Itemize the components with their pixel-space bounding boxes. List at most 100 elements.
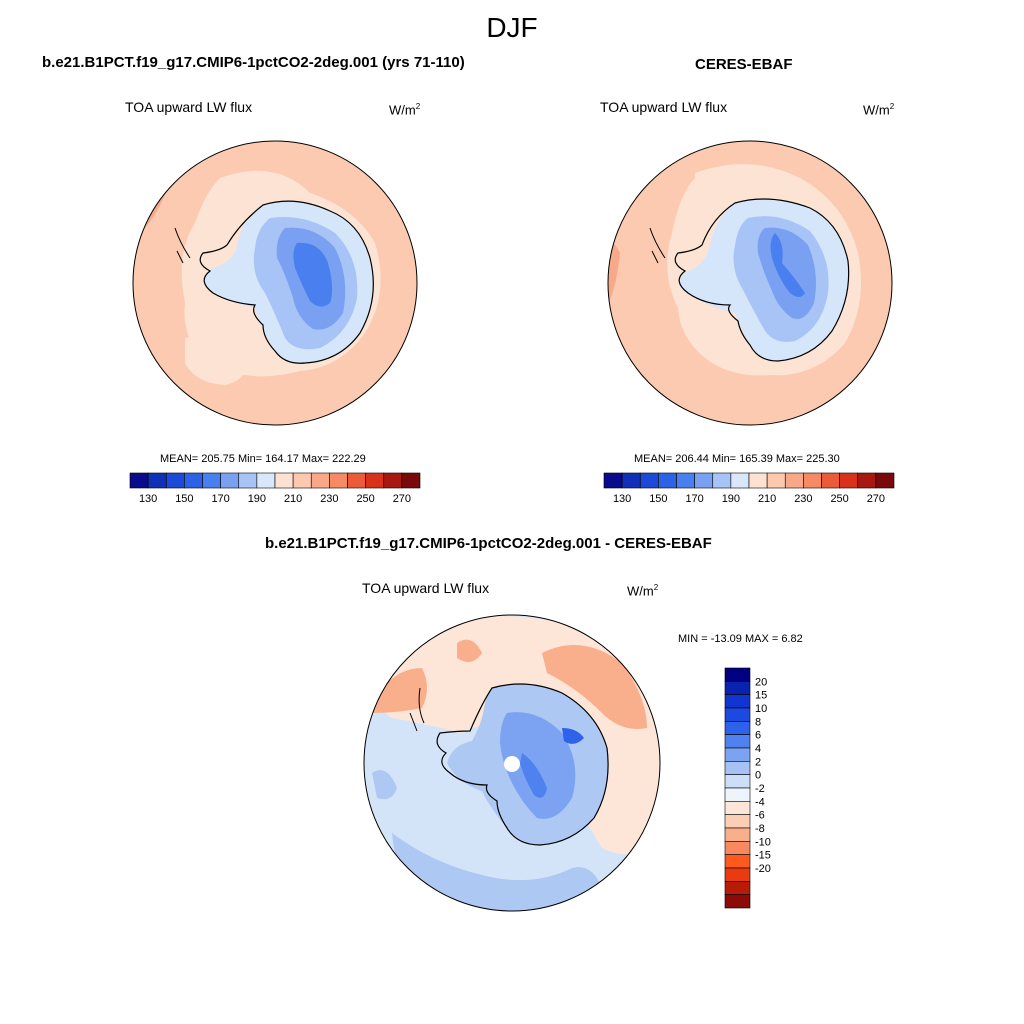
field-positive-strong: [457, 639, 482, 662]
colorbar-box: [724, 774, 751, 789]
colorbar-tick-label: 130: [139, 493, 157, 505]
colorbar-tick-label: 150: [175, 493, 193, 505]
colorbar-box: [724, 841, 751, 855]
panel-obs-colorbar: 130 150 170 190 210 230 250 270: [603, 472, 895, 505]
colorbar-tick-label: 15: [755, 690, 767, 702]
colorbar-box: [875, 472, 895, 489]
panel-obs-units: W/m2: [863, 102, 895, 118]
colorbar-box: [724, 801, 751, 815]
colorbar-tick-label: 10: [755, 703, 767, 715]
pole-hole: [504, 756, 520, 772]
colorbar-box: [766, 472, 786, 489]
colorbar-box: [621, 472, 641, 489]
colorbar-box: [238, 472, 258, 489]
colorbar-box: [724, 787, 751, 802]
colorbar-tick-label: 20: [755, 676, 767, 688]
colorbar-tick-label: 8: [755, 716, 761, 728]
panel-model-stats: MEAN= 205.75 Min= 164.17 Max= 222.29: [160, 453, 366, 465]
ocean-light-patch: [185, 334, 248, 385]
antarctic-coastline: [674, 198, 850, 362]
colorbar-box: [165, 472, 185, 489]
colorbar-tick-label: 2: [755, 756, 761, 768]
colorbar-box: [184, 472, 203, 489]
colorbar-tick-label: -6: [755, 810, 765, 822]
colorbar-box: [724, 894, 751, 909]
colorbar-tick-label: 210: [758, 493, 776, 505]
colorbar-tick-label: -10: [755, 836, 771, 848]
field-negative-mid: [392, 833, 602, 911]
colorbar-box: [724, 814, 751, 829]
colorbar-box: [784, 472, 804, 489]
colorbar-tick-label: 150: [649, 493, 667, 505]
colorbar-box: [821, 472, 840, 489]
colorbar-box: [329, 472, 348, 489]
colorbar-tick-label: 0: [755, 770, 761, 782]
map-border: [132, 140, 418, 426]
field-negative-mid: [372, 770, 397, 800]
colorbar-box: [724, 827, 751, 842]
colorbar-tick-label: 170: [685, 493, 703, 505]
colorbar-box: [730, 472, 750, 489]
colorbar-box: [365, 472, 385, 489]
colorbar-tick-label: -8: [755, 823, 765, 835]
colorbar-box: [724, 854, 751, 869]
ice-interior-3: [293, 242, 333, 307]
colorbar-box: [676, 472, 695, 489]
colorbar-tick-label: 250: [830, 493, 848, 505]
figure-title: DJF: [486, 12, 538, 43]
colorbar-tick-label: 130: [613, 493, 631, 505]
colorbar-box: [724, 667, 751, 682]
colorbar-tick-label: 270: [393, 493, 411, 505]
colorbar-tick-label: 270: [867, 493, 885, 505]
ocean-deep-left: [608, 239, 620, 313]
ice-negative-core: [500, 712, 576, 819]
ice-negative-strong: [562, 728, 584, 744]
colorbar-box: [724, 867, 751, 882]
colorbar-tick-label: -4: [755, 796, 765, 808]
colorbar-tick-label: -2: [755, 783, 765, 795]
antarctic-coastline: [436, 683, 609, 846]
colorbar-tick-label: 230: [320, 493, 338, 505]
colorbar-tick-label: 250: [356, 493, 374, 505]
ice-negative-strong: [520, 753, 547, 798]
antarctic-coastline: [199, 200, 374, 364]
panel-obs-map: [607, 140, 893, 426]
panel-obs-stats: MEAN= 206.44 Min= 165.39 Max= 225.30: [634, 453, 840, 465]
colorbar-tick-label: 6: [755, 730, 761, 742]
panel-obs-variable-label: TOA upward LW flux: [600, 99, 728, 115]
colorbar-box: [292, 472, 312, 489]
colorbar-box: [274, 472, 294, 489]
ice-interior-3: [770, 233, 805, 297]
colorbar-box: [839, 472, 859, 489]
colorbar-box: [724, 881, 751, 895]
colorbar-tick-label: 190: [722, 493, 740, 505]
colorbar-box: [724, 721, 751, 735]
peninsula-coast: [649, 227, 666, 264]
colorbar-box: [202, 472, 221, 489]
field-positive-strong: [542, 645, 647, 729]
colorbar-tick-label: -15: [755, 850, 771, 862]
colorbar-box: [748, 472, 768, 489]
colorbar-box: [347, 472, 366, 489]
colorbar-box: [310, 472, 330, 489]
panel-obs-title: CERES-EBAF: [695, 56, 793, 73]
colorbar-tick-label: 170: [211, 493, 229, 505]
colorbar-box: [724, 747, 751, 762]
colorbar-box: [220, 472, 240, 489]
field-positive-strong: [372, 668, 427, 713]
panel-model-colorbar: 130 150 170 190 210 230 250 270: [129, 472, 421, 505]
panel-model-variable-label: TOA upward LW flux: [125, 99, 253, 115]
colorbar-box: [724, 734, 751, 749]
colorbar-tick-label: -20: [755, 863, 771, 875]
panel-model-units: W/m2: [389, 102, 421, 118]
colorbar-box: [658, 472, 677, 489]
panel-model-map: [132, 140, 418, 426]
colorbar-box: [724, 707, 751, 722]
colorbar-box: [803, 472, 822, 489]
colorbar-box: [383, 472, 403, 489]
peninsula-coast: [174, 227, 191, 264]
colorbar-box: [712, 472, 732, 489]
colorbar-tick-label: 230: [794, 493, 812, 505]
colorbar-box: [724, 761, 751, 775]
